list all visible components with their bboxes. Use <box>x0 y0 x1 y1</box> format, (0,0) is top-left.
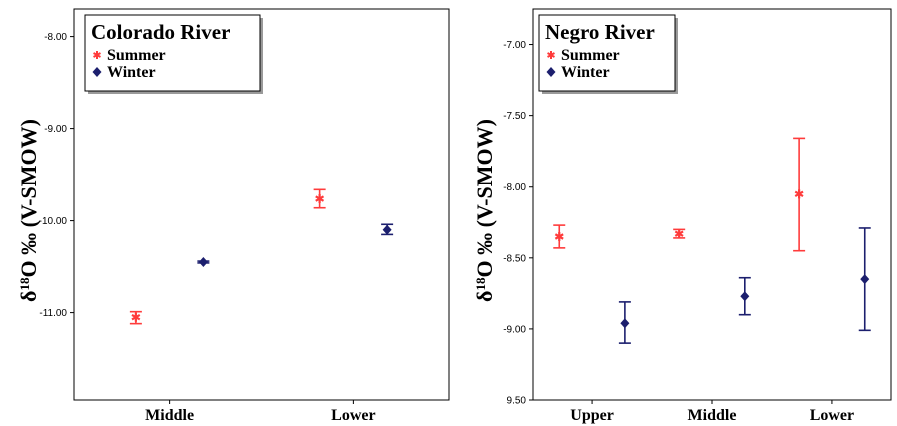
y-tick-label: -10.00 <box>39 216 68 227</box>
y-tick-label: 9.50 <box>507 396 527 407</box>
legend-summer-icon <box>547 51 555 59</box>
asterisk-marker <box>315 194 325 204</box>
data-point-summer <box>315 194 325 204</box>
y-tick-label: -9.00 <box>44 124 67 135</box>
y-tick-label: -9.00 <box>503 324 526 335</box>
x-tick-label: Lower <box>331 407 375 424</box>
y-tick-label: -11.00 <box>39 308 67 319</box>
chart-title: Negro River <box>545 20 655 44</box>
data-point-winter <box>620 318 630 329</box>
y-axis-label: δ18O ‰ (V-SMOW) <box>16 119 41 302</box>
asterisk-marker <box>131 312 141 322</box>
data-point-summer <box>794 189 804 199</box>
y-tick-label: -8.00 <box>44 32 67 43</box>
y-tick-label: -8.00 <box>503 182 526 193</box>
y-axis-label: δ18O ‰ (V-SMOW) <box>472 119 497 302</box>
x-tick-label: Upper <box>570 407 614 424</box>
legend-box <box>84 14 261 92</box>
legend-label: Summer <box>107 47 166 64</box>
data-point-summer <box>554 231 564 241</box>
legend-winter-icon <box>546 67 556 77</box>
chart-negro-river: -7.00 -7.50 -8.00 -8.50 -9.00 9.50 Upper Middle… <box>472 8 892 424</box>
y-tick-label: -7.50 <box>503 111 526 122</box>
data-point-winter <box>860 274 870 285</box>
x-tick-label: Middle <box>688 407 737 424</box>
legend-label: Winter <box>561 64 610 81</box>
x-tick-label: Lower <box>810 407 854 424</box>
y-tick-label: -8.50 <box>503 253 526 264</box>
asterisk-marker <box>794 189 804 199</box>
chart-colorado-river: -8.00 -9.00 -10.00 -11.00 Middle Lower δ18O ‰ … <box>16 8 450 424</box>
asterisk-marker <box>554 231 564 241</box>
legend-box <box>538 14 676 92</box>
y-tick-label: -7.00 <box>503 40 526 51</box>
chart-title: Colorado River <box>91 20 230 44</box>
data-point-winter <box>382 224 392 235</box>
legend-winter-icon <box>92 67 102 77</box>
data-point-summer <box>674 229 684 239</box>
data-point-summer <box>131 312 141 322</box>
legend-label: Winter <box>107 64 156 81</box>
legend-summer-icon <box>93 51 101 59</box>
data-point-winter <box>198 257 208 267</box>
legend-label: Summer <box>561 47 620 64</box>
x-tick-label: Middle <box>145 407 194 424</box>
asterisk-marker <box>674 229 684 239</box>
data-point-winter <box>740 291 750 302</box>
